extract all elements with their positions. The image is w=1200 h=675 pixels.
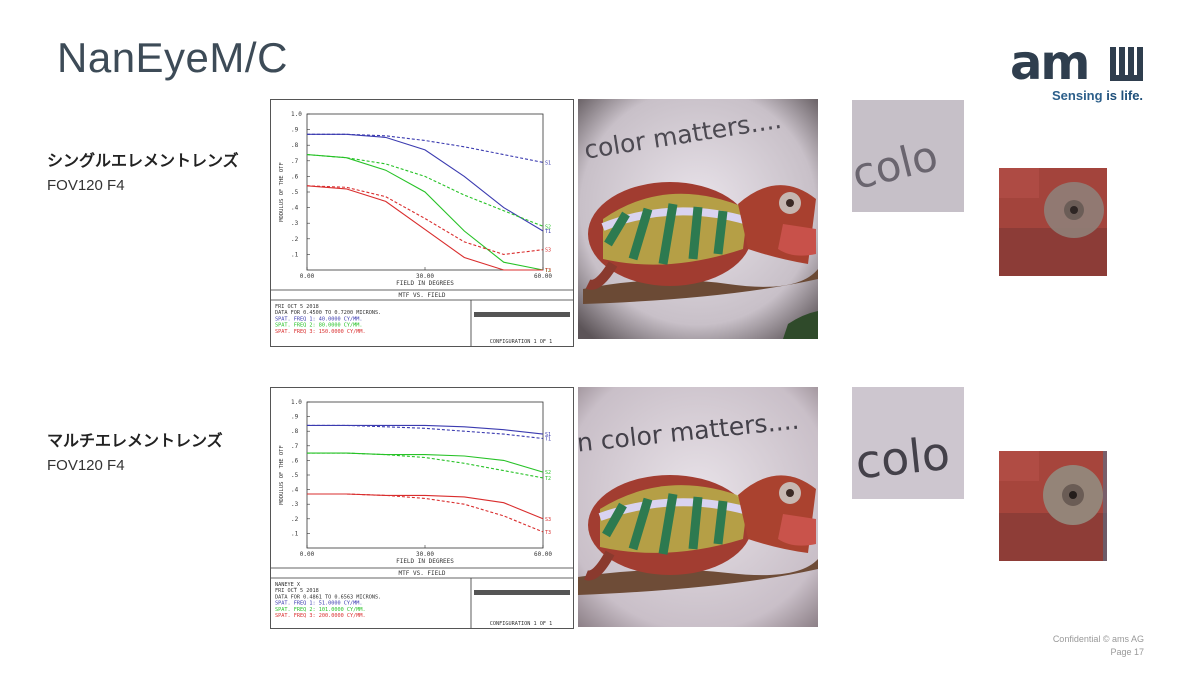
- eye-crop-multi: [999, 451, 1107, 561]
- configuration-label: CONFIGURATION 1 OF 1: [490, 339, 552, 345]
- slide-title: NanEyeM/C: [57, 34, 288, 81]
- series-end-label: S1: [545, 432, 551, 438]
- chart-title: MTF VS. FIELD: [399, 570, 446, 577]
- lens-spec: FOV120 F4: [47, 457, 125, 474]
- y-tick-label: .3: [291, 220, 299, 227]
- mtf-series-line: [307, 493, 544, 520]
- y-tick-label: 1.0: [291, 111, 302, 118]
- x-tick-label: 0.00: [300, 551, 315, 558]
- y-tick-label: .5: [291, 472, 299, 479]
- page-number: Page 17: [1110, 647, 1144, 657]
- text-crop-multi: colo: [852, 387, 964, 499]
- y-tick-label: .6: [291, 457, 299, 464]
- y-tick-label: .7: [291, 443, 299, 450]
- plot-frame: [306, 401, 544, 549]
- y-tick-label: .8: [291, 142, 299, 149]
- y-tick-label: .8: [291, 428, 299, 435]
- chart-info-line: FRI OCT 5 2018: [275, 588, 319, 594]
- mtf-chart-panel: .1 .2 .3 .4 .5 .6 .7 .8 .9 1.0 0.00 30.00 60.00 FIELD…: [270, 99, 574, 347]
- y-tick-label: .7: [291, 158, 299, 165]
- chart-info-line: SPAT. FREQ 1: 40.0000 CY/MM.: [275, 316, 362, 322]
- mtf-series-line: [307, 424, 544, 435]
- y-tick-label: .4: [291, 487, 299, 494]
- series-end-label: T3: [545, 530, 551, 536]
- chart-info-line: DATA FOR 0.4500 TO 0.7200 MICRONS.: [275, 310, 381, 316]
- y-tick-label: 1.0: [291, 399, 302, 406]
- y-tick-label: .4: [291, 205, 299, 212]
- chart-info-line: SPAT. FREQ 3: 200.0000 CY/MM.: [275, 613, 366, 619]
- series-end-label: S3: [545, 248, 551, 254]
- software-banner: [474, 590, 570, 595]
- y-tick-label: .1: [291, 251, 299, 258]
- y-tick-label: .9: [291, 414, 299, 421]
- x-tick-label: 30.00: [416, 551, 434, 558]
- y-axis-label: MODULUS OF THE OTF: [279, 162, 285, 222]
- chart-info-line: NANEYE_X: [275, 582, 301, 588]
- mtf-series-line: [306, 154, 544, 227]
- x-tick-label: 60.00: [534, 551, 552, 558]
- x-tick-label: 0.00: [300, 273, 315, 280]
- logo-tagline: Sensing is life.: [1052, 88, 1144, 103]
- configuration-label: CONFIGURATION 1 OF 1: [490, 621, 552, 627]
- chart-info-line: FRI OCT 5 2018: [275, 304, 319, 310]
- chart-info-line: SPAT. FREQ 1: 51.0000 CY/MM.: [275, 601, 362, 607]
- chart-info-line: DATA FOR 0.4861 TO 0.6563 MICRONS.: [275, 594, 381, 600]
- series-end-label: T1: [545, 229, 551, 235]
- mtf-chart: .1 .2 .3 .4 .5 .6 .7 .8 .9 1.0 0.00 30.00 60.00 FIELD…: [271, 111, 573, 346]
- software-banner: [474, 312, 570, 317]
- lens-name: マルチエレメントレンズ: [47, 431, 223, 450]
- mtf-chart-panel: .1 .2 .3 .4 .5 .6 .7 .8 .9 1.0 0.00 30.00 60.00 FIELD…: [270, 387, 574, 629]
- series-end-label: T1: [545, 437, 551, 443]
- series-end-label: S3: [545, 517, 551, 523]
- footer: Confidential © ams AG Page 17: [1053, 633, 1144, 659]
- mtf-series-line: [307, 452, 544, 473]
- x-axis-label: FIELD IN DEGREES: [396, 558, 454, 565]
- eye-crop-single: [999, 168, 1107, 276]
- series-end-label: S1: [545, 160, 551, 166]
- y-tick-label: .6: [291, 173, 299, 180]
- mtf-series-line: [307, 133, 544, 163]
- x-tick-label: 60.00: [534, 273, 552, 280]
- mtf-series-line: [306, 154, 544, 271]
- y-tick-label: .9: [291, 127, 299, 134]
- mtf-chart: .1 .2 .3 .4 .5 .6 .7 .8 .9 1.0 0.00 30.00 60.00 FIELD…: [271, 399, 573, 628]
- x-tick-label: 30.00: [416, 273, 434, 280]
- lens-spec: FOV120 F4: [47, 177, 125, 194]
- lens-label-single: シングルエレメントレンズ FOV120 F4: [47, 147, 239, 194]
- y-tick-label: .2: [291, 516, 299, 523]
- lens-label-multi: マルチエレメントレンズ FOV120 F4: [47, 427, 223, 474]
- text-crop-single: colo: [852, 100, 964, 212]
- series-end-label: S2: [545, 224, 551, 230]
- chart-info-line: SPAT. FREQ 3: 150.0000 CY/MM.: [275, 329, 366, 335]
- crop-text: colo: [853, 426, 952, 490]
- mtf-series-line: [307, 452, 544, 479]
- mtf-series-line: [306, 185, 544, 255]
- series-end-label: T2: [545, 268, 551, 274]
- y-tick-label: .3: [291, 501, 299, 508]
- logo-mark: am: [1010, 35, 1090, 91]
- series-end-label: T2: [545, 476, 551, 482]
- mtf-series-line: [307, 424, 544, 440]
- lens-name: シングルエレメントレンズ: [47, 151, 239, 170]
- logo-u-icon: [1110, 47, 1143, 81]
- chart-info-line: SPAT. FREQ 2: 80.0000 CY/MM.: [275, 323, 362, 329]
- chart-title: MTF VS. FIELD: [399, 292, 446, 299]
- x-axis-label: FIELD IN DEGREES: [396, 280, 454, 287]
- series-end-label: T3: [545, 268, 551, 274]
- mtf-series-line: [307, 133, 544, 232]
- chameleon-photo-multi: n color matters....: [578, 387, 818, 627]
- y-tick-label: .5: [291, 189, 299, 196]
- mtf-series-line: [306, 185, 543, 271]
- confidential-note: Confidential © ams AG: [1052, 634, 1144, 644]
- series-end-label: S2: [545, 470, 551, 476]
- chart-info-line: SPAT. FREQ 2: 101.0000 CY/MM.: [275, 607, 366, 613]
- mtf-series-line: [307, 493, 544, 533]
- chameleon-photo-single: color matters....: [578, 99, 818, 339]
- y-tick-label: .2: [291, 236, 299, 243]
- ams-logo: am Sensing is life.: [1010, 38, 1150, 108]
- y-tick-label: .1: [291, 530, 299, 537]
- y-axis-label: MODULUS OF THE OTF: [279, 445, 285, 505]
